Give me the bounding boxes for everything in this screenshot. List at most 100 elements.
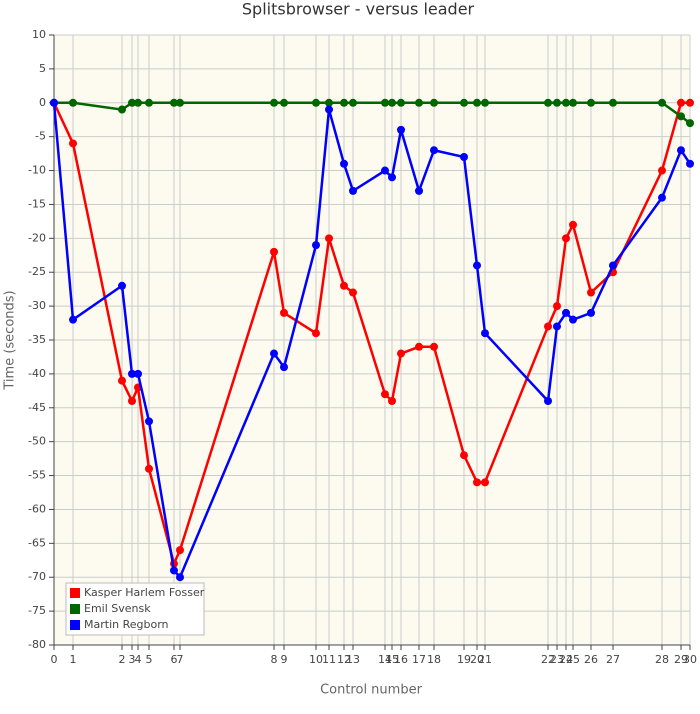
- data-point: [460, 153, 468, 161]
- x-tick-label: 29: [674, 653, 688, 666]
- data-point: [562, 98, 570, 107]
- data-point: [430, 342, 438, 351]
- data-point: [280, 98, 288, 107]
- y-tick-label: -60: [28, 502, 46, 515]
- data-point: [312, 329, 320, 338]
- data-point: [134, 369, 142, 378]
- data-point: [50, 98, 58, 107]
- y-tick-label: -55: [28, 469, 46, 482]
- data-point: [340, 159, 348, 168]
- data-point: [481, 329, 489, 338]
- data-point: [388, 173, 396, 182]
- y-tick-label: 0: [39, 96, 46, 109]
- data-point: [145, 98, 153, 107]
- y-tick-label: -20: [28, 231, 46, 244]
- x-axis-title: Control number: [320, 683, 423, 698]
- y-tick-label: -70: [28, 570, 46, 583]
- x-tick-label: 8: [271, 653, 278, 666]
- series: [50, 98, 694, 582]
- data-point: [430, 98, 438, 107]
- data-point: [658, 98, 666, 107]
- data-point: [677, 146, 685, 155]
- data-point: [415, 342, 423, 351]
- chart-title: Splitsbrowser - versus leader: [242, 0, 475, 19]
- x-tick-label: 26: [584, 653, 598, 666]
- x-tick-label: 12: [337, 653, 351, 666]
- x-tick-label: 11: [322, 653, 336, 666]
- legend-label: Kasper Harlem Fosser: [84, 586, 205, 599]
- data-point: [686, 119, 694, 128]
- data-point: [270, 349, 278, 358]
- data-point: [325, 98, 333, 107]
- data-point: [415, 186, 423, 195]
- data-point: [170, 98, 178, 107]
- data-point: [562, 234, 570, 243]
- data-point: [587, 98, 595, 107]
- data-point: [145, 464, 153, 473]
- data-point: [569, 315, 577, 324]
- x-tick-label: 1: [70, 653, 77, 666]
- y-tick-label: -10: [28, 164, 46, 177]
- data-point: [658, 193, 666, 202]
- x-tick-label: 3: [129, 653, 136, 666]
- y-tick-label: 10: [32, 28, 46, 41]
- data-point: [677, 112, 685, 121]
- data-point: [280, 308, 288, 317]
- data-point: [553, 322, 561, 331]
- y-tick-label: -25: [28, 265, 46, 278]
- data-point: [128, 369, 136, 378]
- data-point: [397, 349, 405, 358]
- data-point: [569, 220, 577, 229]
- legend-box: [65, 582, 205, 636]
- data-point: [473, 261, 481, 270]
- y-axis-title: Time (seconds): [3, 290, 18, 390]
- data-point: [69, 98, 77, 107]
- data-point: [381, 98, 389, 107]
- grid: 1050-5-10-15-20-25-30-35-40-45-50-55-60-…: [28, 28, 697, 666]
- y-tick-label: -35: [28, 333, 46, 346]
- data-point: [460, 451, 468, 460]
- data-point: [481, 478, 489, 487]
- data-point: [677, 98, 685, 107]
- data-point: [176, 98, 184, 107]
- legend-swatch: [70, 588, 80, 598]
- y-tick-label: -30: [28, 299, 46, 312]
- data-point: [381, 390, 389, 399]
- data-point: [562, 308, 570, 317]
- data-point: [280, 363, 288, 372]
- x-tick-label: 9: [281, 653, 288, 666]
- data-point: [609, 261, 617, 270]
- data-point: [686, 98, 694, 107]
- data-point: [609, 98, 617, 107]
- data-point: [658, 166, 666, 175]
- x-tick-label: 20: [470, 653, 484, 666]
- data-point: [170, 566, 178, 575]
- y-tick-label: -45: [28, 401, 46, 414]
- x-tick-label: 21: [478, 653, 492, 666]
- data-point: [473, 98, 481, 107]
- data-point: [325, 105, 333, 114]
- legend: Kasper Harlem Fosser Emil Svensk Martin Re…: [65, 582, 205, 636]
- legend-label: Martin Regborn: [84, 618, 169, 631]
- x-tick-label: 10: [309, 653, 323, 666]
- x-tick-label: 30: [683, 653, 697, 666]
- x-tick-label: 15: [385, 653, 399, 666]
- x-tick-label: 5: [146, 653, 153, 666]
- data-point: [553, 98, 561, 107]
- data-point: [349, 186, 357, 195]
- x-tick-label: 22: [541, 653, 555, 666]
- x-tick-label: 17: [412, 653, 426, 666]
- data-point: [349, 98, 357, 107]
- data-point: [340, 98, 348, 107]
- x-tick-label: 18: [427, 653, 441, 666]
- data-point: [388, 397, 396, 405]
- data-point: [325, 234, 333, 243]
- data-point: [134, 98, 142, 107]
- data-point: [553, 302, 561, 311]
- y-tick-label: -65: [28, 536, 46, 549]
- x-tick-label: 6: [171, 653, 178, 666]
- data-point: [118, 376, 126, 385]
- y-tick-label: 5: [39, 62, 46, 75]
- data-point: [176, 573, 184, 582]
